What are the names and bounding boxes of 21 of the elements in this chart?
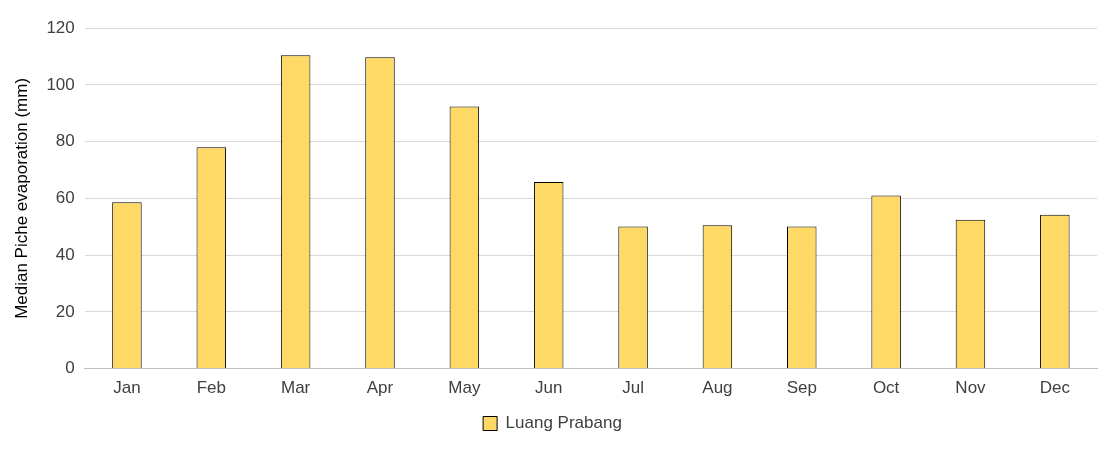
- x-tick-label: Dec: [1039, 378, 1071, 398]
- x-tick-label: Jul: [622, 378, 644, 398]
- y-tick-label: 40: [55, 244, 75, 264]
- x-tick-label: Mar: [281, 378, 311, 398]
- x-tick-label: May: [448, 378, 481, 398]
- legend-label: Luang Prabang: [505, 413, 622, 433]
- x-tick-label: Sep: [786, 378, 817, 398]
- x-tick-label: Oct: [872, 378, 900, 398]
- y-tick-label: 80: [55, 131, 75, 151]
- x-tick-label: Nov: [955, 378, 987, 398]
- x-tick-label: Jun: [534, 378, 563, 398]
- y-tick-label: 60: [55, 188, 75, 208]
- y-tick-label: 20: [55, 301, 75, 321]
- x-tick-label: Feb: [196, 378, 226, 398]
- x-tick-label: Apr: [366, 378, 394, 398]
- y-tick-label: 120: [46, 17, 75, 37]
- y-axis-title: Median Piche evaporation (mm): [11, 77, 31, 319]
- y-tick-label: 0: [65, 358, 75, 378]
- x-tick-label: Jan: [113, 378, 141, 398]
- x-tick-label: Aug: [702, 378, 733, 398]
- y-tick-label: 100: [46, 74, 75, 94]
